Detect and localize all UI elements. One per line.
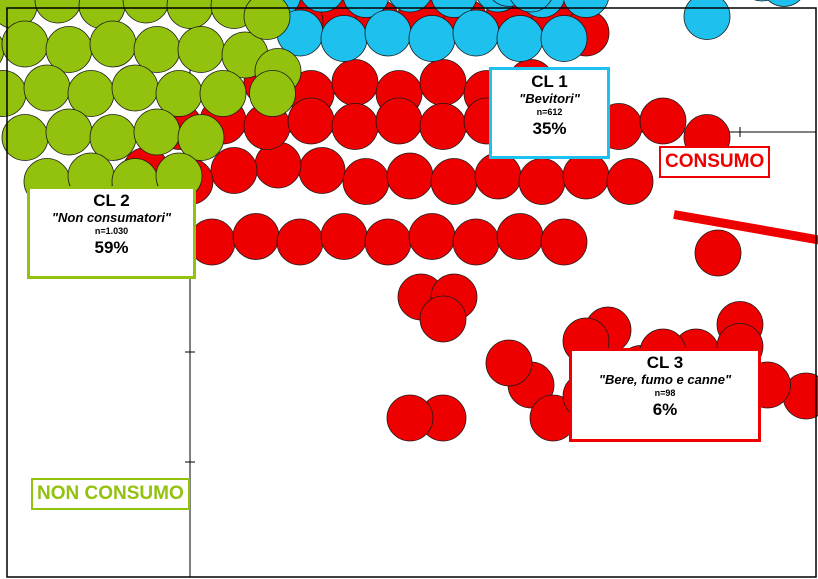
point-cl1 <box>496 15 544 62</box>
point-cl1 <box>320 15 368 62</box>
point-cl1 <box>540 15 588 62</box>
cl3-id: CL 3 <box>646 353 684 372</box>
point-cl3 <box>320 213 368 260</box>
cl3-count: n=98 <box>654 388 676 398</box>
point-cl1 <box>389 0 431 13</box>
point-cl2 <box>0 70 27 117</box>
point-cl2 <box>199 70 247 117</box>
point-cl3 <box>287 97 335 145</box>
cl1-count: n=612 <box>536 107 563 117</box>
point-cl3 <box>298 147 346 194</box>
point-cl3 <box>210 147 258 194</box>
cl2-percent: 59% <box>94 238 129 257</box>
cl3-percent: 6% <box>652 400 678 419</box>
point-cl1 <box>364 9 412 57</box>
point-cl1 <box>754 0 770 2</box>
cl2-id: CL 2 <box>93 191 130 210</box>
point-cl3 <box>606 158 654 205</box>
point-cl2 <box>34 0 82 24</box>
point-cl1 <box>683 0 731 40</box>
point-cl3 <box>474 152 522 200</box>
point-cl2 <box>1 114 49 161</box>
cluster-label-cl3: CL 3 "Bere, fumo e canne" n=98 6% <box>569 348 761 442</box>
point-cl2 <box>89 20 137 68</box>
point-cl1 <box>510 0 552 13</box>
point-cl2 <box>177 26 225 73</box>
arrow-cl3 <box>673 210 818 245</box>
cl2-count: n=1.030 <box>94 226 129 236</box>
direction-arrows <box>673 210 818 245</box>
point-cl2 <box>45 108 93 156</box>
point-cl3 <box>485 339 533 387</box>
non-consumo-label: NON CONSUMO <box>31 478 190 510</box>
point-cl1 <box>767 0 801 7</box>
point-cl3 <box>408 213 456 260</box>
point-cl2 <box>177 114 225 161</box>
plot-frame <box>6 7 817 578</box>
point-cl3 <box>232 213 280 260</box>
point-cl3 <box>276 218 324 266</box>
point-cl3 <box>386 394 434 442</box>
point-cl3 <box>375 97 423 145</box>
point-cl2 <box>23 64 71 112</box>
point-cl3 <box>419 103 467 150</box>
point-cl3 <box>331 59 379 106</box>
point-cl2 <box>243 0 291 40</box>
point-cl3 <box>452 218 500 266</box>
point-cl2 <box>133 108 181 156</box>
point-cl3 <box>419 59 467 106</box>
point-cl2 <box>111 64 159 112</box>
cl1-percent: 35% <box>532 119 567 138</box>
point-cl3 <box>430 158 478 205</box>
point-cl3 <box>518 158 566 205</box>
consumo-label: CONSUMO <box>659 146 771 178</box>
cl1-id: CL 1 <box>531 72 568 91</box>
point-cl2 <box>249 70 296 117</box>
point-cl3 <box>419 295 467 343</box>
point-cl3 <box>496 213 544 260</box>
cl3-name: "Bere, fumo e canne" <box>598 372 732 387</box>
point-cl3 <box>540 218 588 266</box>
cl1-name: "Bevitori" <box>519 91 580 106</box>
point-cl1 <box>452 9 500 57</box>
cluster-label-cl2: CL 2 "Non consumatori" n=1.030 59% <box>27 186 196 279</box>
point-cl3 <box>342 158 390 205</box>
cl2-name: "Non consumatori" <box>51 210 172 225</box>
point-cl1 <box>408 15 456 62</box>
point-cl3 <box>562 152 610 200</box>
point-cl3 <box>639 97 687 145</box>
point-cl3 <box>694 229 742 277</box>
cluster-label-cl1: CL 1 "Bevitori" n=612 35% <box>489 67 610 159</box>
point-cl2 <box>122 0 170 24</box>
point-cl1 <box>301 0 343 13</box>
point-cl2 <box>166 0 214 29</box>
point-cl3 <box>364 218 412 266</box>
point-cl3 <box>386 152 434 200</box>
point-cl2 <box>1 20 49 68</box>
point-cl3 <box>331 103 379 150</box>
